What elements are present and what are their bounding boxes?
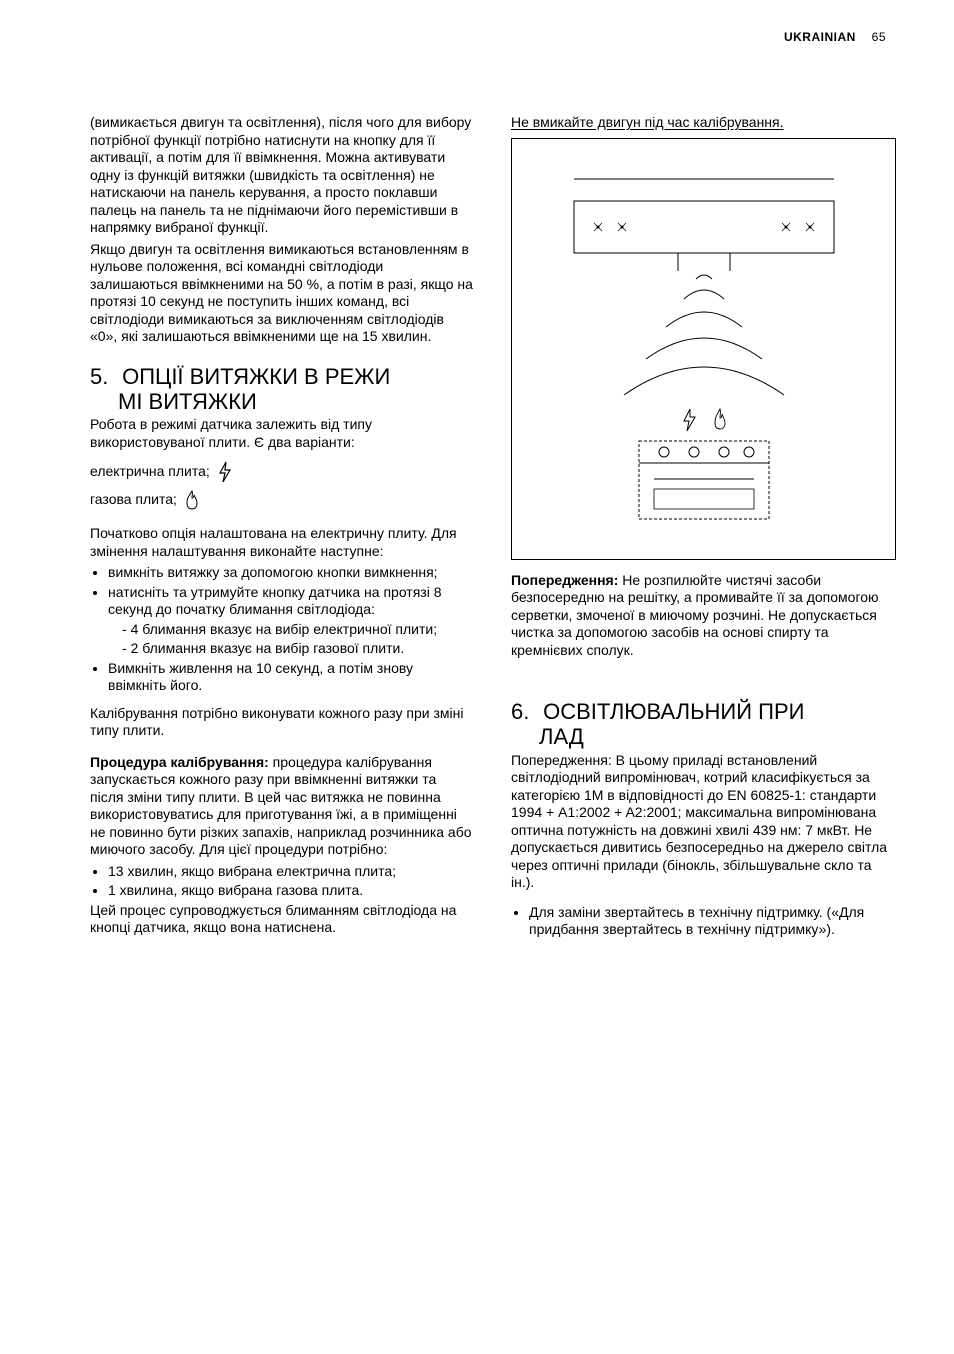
left-p4: Початково опція налаштована на електричн… <box>90 525 473 560</box>
hood-diagram <box>511 138 896 560</box>
left-p1: (вимикається двигун та освітлення), післ… <box>90 114 473 237</box>
hood-diagram-svg <box>554 159 854 539</box>
cleaning-warning: Попередження: Не розпилюйте чистячі засо… <box>511 572 894 660</box>
electric-line: електрична плита; <box>90 461 473 483</box>
h6-line2: ЛАД <box>511 724 584 749</box>
left-p2: Якщо двигун та освітлення вимикаються вс… <box>90 241 473 346</box>
h5-line2: МІ ВИТЯЖКИ <box>90 389 257 414</box>
list-item: Для заміни звертайтесь в технічну підтри… <box>529 904 894 939</box>
page-header: UKRAINIAN 65 <box>90 30 894 44</box>
support-list: Для заміни звертайтесь в технічну підтри… <box>511 904 894 939</box>
gas-label: газова плита; <box>90 491 177 509</box>
right-p8: Попередження: В цьому приладі встановлен… <box>511 752 894 892</box>
header-page: 65 <box>872 30 886 44</box>
list-item: натисніть та утримуйте кнопку датчика на… <box>108 584 473 658</box>
calib-label: Процедура калібрування: <box>90 754 269 770</box>
lightning-icon <box>216 461 234 483</box>
gas-line: газова плита; <box>90 489 473 511</box>
left-p3: Робота в режимі датчика залежить від тип… <box>90 416 473 451</box>
header-lang: UKRAINIAN <box>784 30 856 44</box>
list-item: 13 хвилин, якщо вибрана електрична плита… <box>108 863 473 881</box>
list-item: 2 блимання вказує на вибір газової плити… <box>122 640 473 658</box>
list-item: вимкніть витяжку за допомогою кнопки вим… <box>108 564 473 582</box>
warning-label: Попередження: <box>511 572 618 588</box>
left-p5: Калібрування потрібно виконувати кожного… <box>90 705 473 740</box>
b2-text: натисніть та утримуйте кнопку датчика на… <box>108 584 442 618</box>
section-6-heading: 6. ОСВІТЛЮВАЛЬНИЙ ПРИ ЛАД <box>511 699 894 750</box>
calib-warning-line: Не вмикайте двигун під час калібрування. <box>511 114 894 132</box>
electric-label: електрична плита; <box>90 463 210 481</box>
blink-sublist: 4 блимання вказує на вибір електричної п… <box>108 621 473 658</box>
time-list: 13 хвилин, якщо вибрана електрична плита… <box>90 863 473 900</box>
list-item: 1 хвилина, якщо вибрана газова плита. <box>108 882 473 900</box>
section-5-heading: 5. ОПЦІЇ ВИТЯЖКИ В РЕЖИ МІ ВИТЯЖКИ <box>90 364 473 415</box>
setup-list: вимкніть витяжку за допомогою кнопки вим… <box>90 564 473 695</box>
left-column: (вимикається двигун та освітлення), післ… <box>90 114 473 949</box>
right-column: Не вмикайте двигун під час калібрування. <box>511 114 894 949</box>
h6-line1: ОСВІТЛЮВАЛЬНИЙ ПРИ <box>543 699 804 724</box>
list-item: 4 блимання вказує на вибір електричної п… <box>122 621 473 639</box>
h5-line1: ОПЦІЇ ВИТЯЖКИ В РЕЖИ <box>122 364 390 389</box>
calibration-para: Процедура калібрування: процедура калібр… <box>90 754 473 859</box>
left-p7: Цей процес супроводжується блиманням сві… <box>90 902 473 937</box>
flame-icon <box>183 489 201 511</box>
list-item: Вимкніть живлення на 10 секунд, а потім … <box>108 660 473 695</box>
